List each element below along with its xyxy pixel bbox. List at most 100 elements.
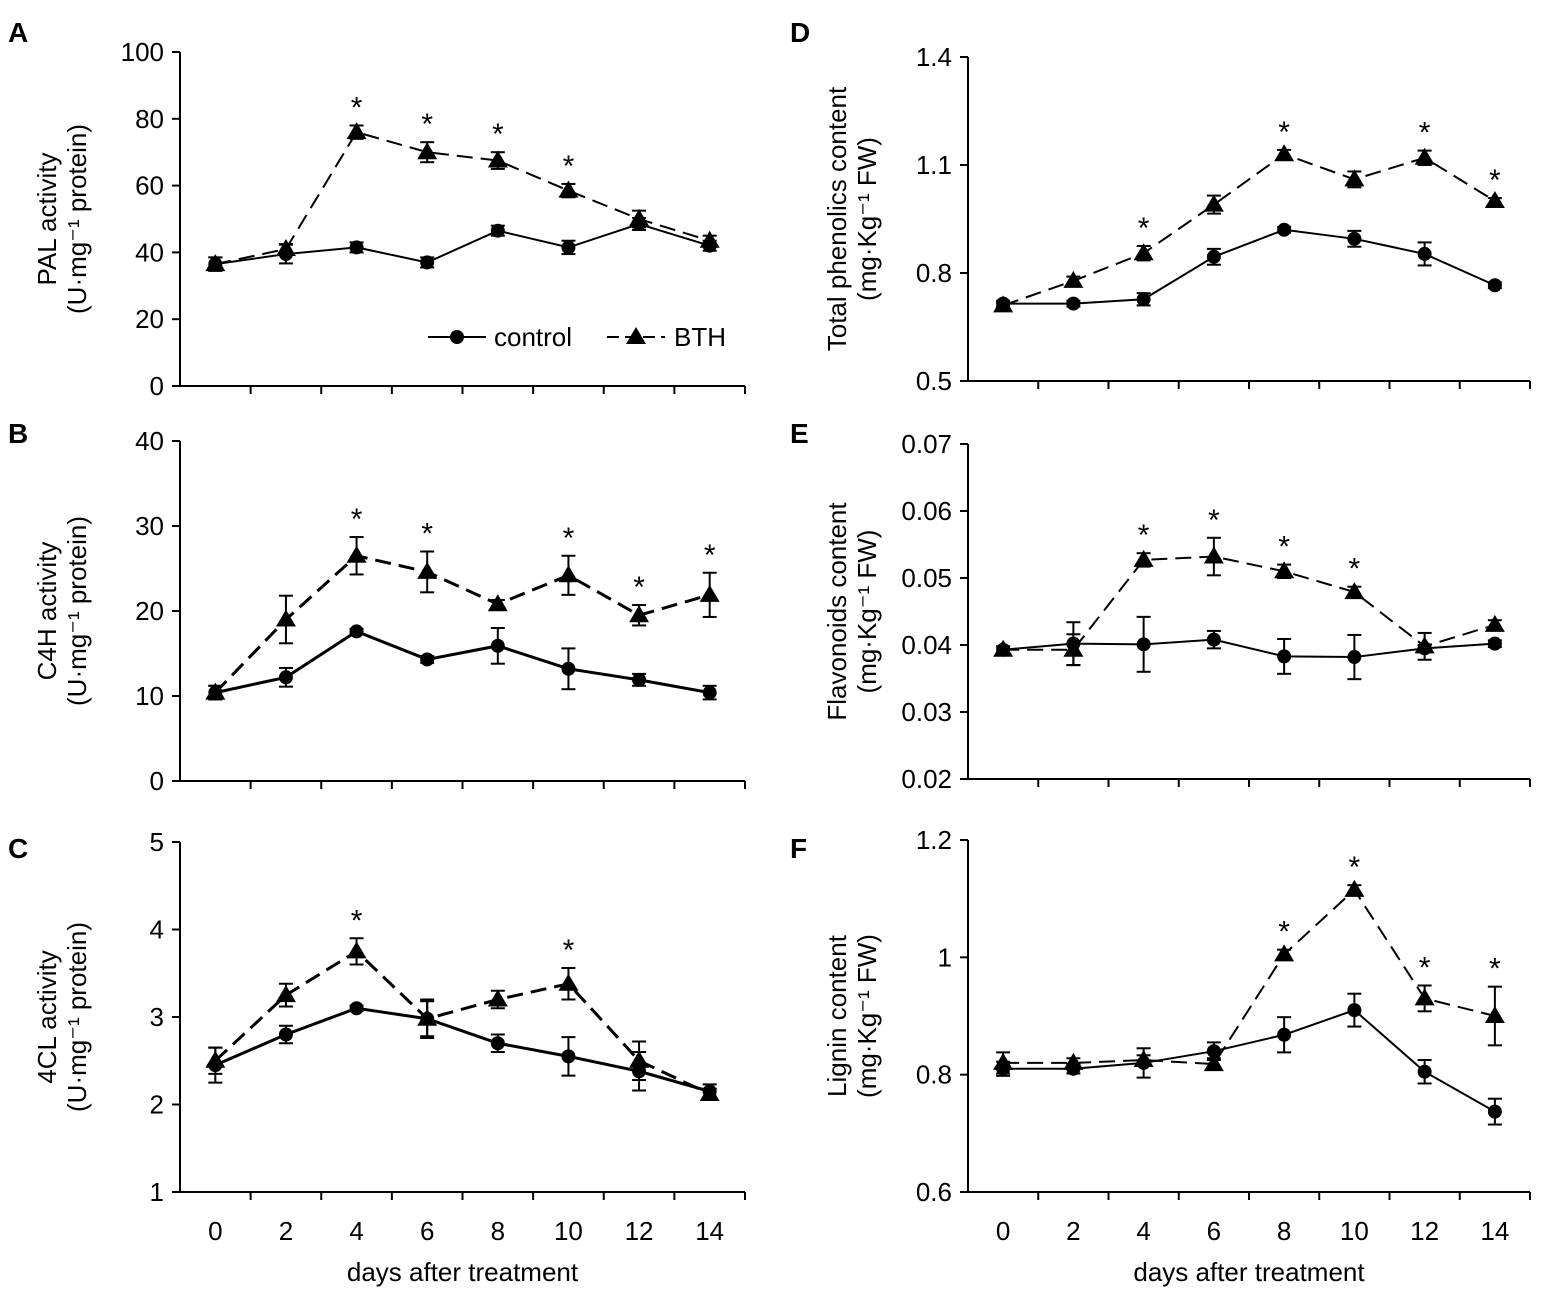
panel-letter: A [8, 17, 28, 48]
significance-star: * [1278, 916, 1290, 949]
data-point-circle [1066, 1061, 1081, 1076]
x-tick-label: 8 [491, 1216, 505, 1246]
data-point-circle [1206, 632, 1221, 647]
significance-star: * [633, 571, 645, 604]
data-point-triangle [487, 989, 508, 1007]
data-point-circle [490, 1036, 505, 1051]
y-tick-label: 30 [135, 511, 164, 541]
data-point-triangle [346, 941, 367, 959]
panel-letter: B [8, 418, 28, 449]
x-tick-label: 10 [1340, 1216, 1369, 1246]
series-control [208, 216, 717, 272]
series-control [208, 998, 717, 1100]
legend: control BTH [428, 322, 726, 352]
y-tick-label: 0.04 [901, 630, 952, 660]
y-tick-label: 2 [150, 1090, 164, 1120]
x-tick-label: 12 [1410, 1216, 1439, 1246]
data-point-triangle [487, 150, 508, 168]
data-point-triangle [558, 565, 579, 583]
series-line [214, 949, 711, 1096]
data-point-triangle [1344, 169, 1365, 187]
y-tick-label: 20 [135, 304, 164, 334]
series-control [208, 624, 717, 701]
y-tick-label: 20 [135, 596, 164, 626]
x-tick-label: 2 [279, 1216, 293, 1246]
data-point-triangle [1203, 1054, 1224, 1072]
panel-e: E 0.02 0.03 0.04 0.05 0.06 0.07 Flavonoids cont… [790, 418, 1531, 794]
series-line [1003, 638, 1495, 659]
data-point-circle [420, 255, 435, 270]
significance-star: * [1278, 531, 1290, 564]
data-point-triangle [1203, 194, 1224, 212]
data-point-circle [490, 223, 505, 238]
data-point-circle [1206, 249, 1221, 264]
y-tick-label: 60 [135, 171, 164, 201]
data-point-circle [1277, 1027, 1292, 1042]
data-point-circle [208, 685, 223, 700]
series-line [1002, 153, 1496, 307]
data-point-circle [1277, 222, 1292, 237]
x-tick-label: 10 [554, 1216, 583, 1246]
x-tick-label: 0 [996, 1216, 1010, 1246]
data-point-circle [1136, 637, 1151, 652]
data-point-circle [1487, 636, 1502, 651]
panel-letter: D [790, 17, 810, 48]
data-point-circle [278, 1027, 293, 1042]
y-tick-label: 4 [150, 915, 164, 945]
data-point-circle [1487, 1104, 1502, 1119]
y-tick-label: 1.2 [916, 825, 952, 855]
data-point-triangle [275, 985, 296, 1003]
data-point-triangle [1274, 944, 1295, 962]
y-tick-label: 1.1 [916, 150, 952, 180]
y-axis-unit: (U·mg⁻¹ protein) [62, 922, 92, 1112]
data-point-circle [1347, 231, 1362, 246]
series-line [1003, 888, 1496, 1066]
data-point-triangle [1344, 879, 1365, 897]
data-point-triangle [417, 142, 438, 160]
data-point-circle [1066, 296, 1081, 311]
significance-star: * [1208, 504, 1220, 537]
y-tick-label: 0.06 [901, 496, 952, 526]
series-line [1003, 228, 1496, 305]
panel-letter: C [8, 833, 28, 864]
significance-star: * [1489, 164, 1501, 197]
data-point-circle [1136, 1055, 1151, 1070]
data-point-circle [1277, 649, 1292, 664]
data-point-circle [1136, 292, 1151, 307]
data-point-circle [278, 247, 293, 262]
y-tick-label: 40 [135, 426, 164, 456]
significance-star: * [1349, 851, 1361, 884]
data-point-triangle [1274, 144, 1295, 162]
y-tick-label: 80 [135, 104, 164, 134]
panel-letter: F [790, 833, 807, 864]
significance-star: * [1138, 212, 1150, 245]
significance-star: * [351, 904, 363, 937]
significance-star: * [1138, 519, 1150, 552]
y-tick-label: 0.05 [901, 563, 952, 593]
y-axis-title: Total phenolics content [822, 86, 852, 351]
data-point-circle [1347, 1003, 1362, 1018]
data-point-circle [702, 685, 717, 700]
series-bth [205, 536, 720, 701]
y-tick-label: 40 [135, 237, 164, 267]
data-point-circle [349, 240, 364, 255]
significance-star: * [492, 118, 504, 151]
data-point-triangle [346, 122, 367, 140]
data-point-triangle [1133, 243, 1154, 261]
legend-bth-label: BTH [674, 322, 726, 352]
x-tick-label: 6 [420, 1216, 434, 1246]
data-point-circle [632, 1064, 647, 1079]
y-tick-label: 0.07 [901, 429, 952, 459]
significance-star: * [1419, 951, 1431, 984]
data-point-circle [208, 257, 223, 272]
y-tick-label: 0 [150, 766, 164, 796]
x-tick-label: 2 [1066, 1216, 1080, 1246]
significance-star: * [421, 518, 433, 551]
series-line [215, 130, 710, 266]
data-point-triangle [1484, 191, 1505, 208]
data-point-circle [208, 1058, 223, 1073]
x-tick-label: 14 [695, 1216, 724, 1246]
significance-star: * [1419, 117, 1431, 150]
